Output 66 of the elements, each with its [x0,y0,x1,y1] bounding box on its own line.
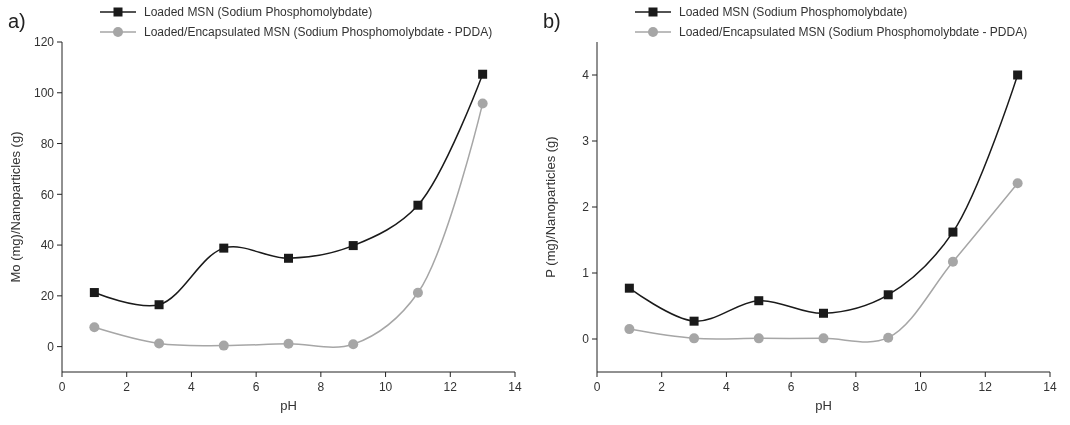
point [883,332,894,343]
point [219,243,229,253]
point [1012,178,1023,189]
y-tick-label: 4 [582,68,590,83]
chart-title: b) [543,10,561,32]
point [413,200,423,210]
x-tick-label: 2 [658,380,666,394]
x-tick-label: 12 [443,380,458,394]
y-tick-label: 0 [47,339,55,354]
point [689,333,700,344]
y-tick-label: 100 [33,85,55,100]
x-tick-label: 6 [787,380,795,394]
point [883,290,893,300]
y-tick-label: 80 [40,136,55,151]
point [818,333,829,344]
point [753,333,764,344]
point [348,241,358,251]
legend-label: Loaded MSN (Sodium Phosphomolybdate) [679,5,908,20]
y-axis-title: P (mg)/Nanoparticles (g) [543,136,558,278]
point [1013,70,1023,80]
chart-title: a) [8,10,26,32]
point [154,338,165,349]
point [154,300,164,310]
point [89,288,99,298]
y-tick-label: 3 [582,134,590,149]
point [283,338,294,349]
point [284,253,293,263]
x-axis-title: pH [815,398,832,413]
legend-label: Loaded/Encapsulated MSN (Sodium Phosphomolybdate - PDDA) [679,25,1028,40]
point [819,308,828,318]
point [218,340,229,351]
point [477,98,488,109]
x-tick-label: 4 [723,380,731,394]
y-tick-label: 20 [40,289,55,304]
x-axis-title: pH [280,398,297,413]
x-tick-label: 0 [593,380,601,394]
x-tick-label: 12 [978,380,993,394]
x-tick-label: 8 [852,380,860,394]
x-tick-label: 14 [508,380,522,394]
y-tick-label: 0 [582,332,590,347]
point [947,256,958,267]
point [624,324,635,335]
y-tick-label: 120 [33,35,55,50]
x-tick-label: 6 [252,380,260,394]
y-tick-label: 1 [582,266,590,281]
x-tick-label: 14 [1043,380,1057,394]
legend-label: Loaded MSN (Sodium Phosphomolybdate) [144,5,373,20]
y-tick-label: 40 [40,238,55,253]
x-tick-label: 4 [188,380,196,394]
point [412,287,423,298]
x-tick-label: 10 [913,380,928,394]
legend-label: Loaded/Encapsulated MSN (Sodium Phosphomolybdate - PDDA) [144,25,493,40]
x-tick-label: 0 [58,380,66,394]
point [689,316,699,326]
x-tick-label: 8 [317,380,325,394]
y-axis-title: Mo (mg)/Nanoparticles (g) [8,131,23,283]
y-tick-label: 60 [40,187,55,202]
point [624,283,634,293]
x-tick-label: 10 [378,380,393,394]
y-tick-label: 2 [582,200,590,215]
point [948,227,958,237]
x-tick-label: 2 [123,380,131,394]
point [89,322,100,333]
point [348,339,359,350]
point [754,296,764,306]
point [478,69,488,79]
